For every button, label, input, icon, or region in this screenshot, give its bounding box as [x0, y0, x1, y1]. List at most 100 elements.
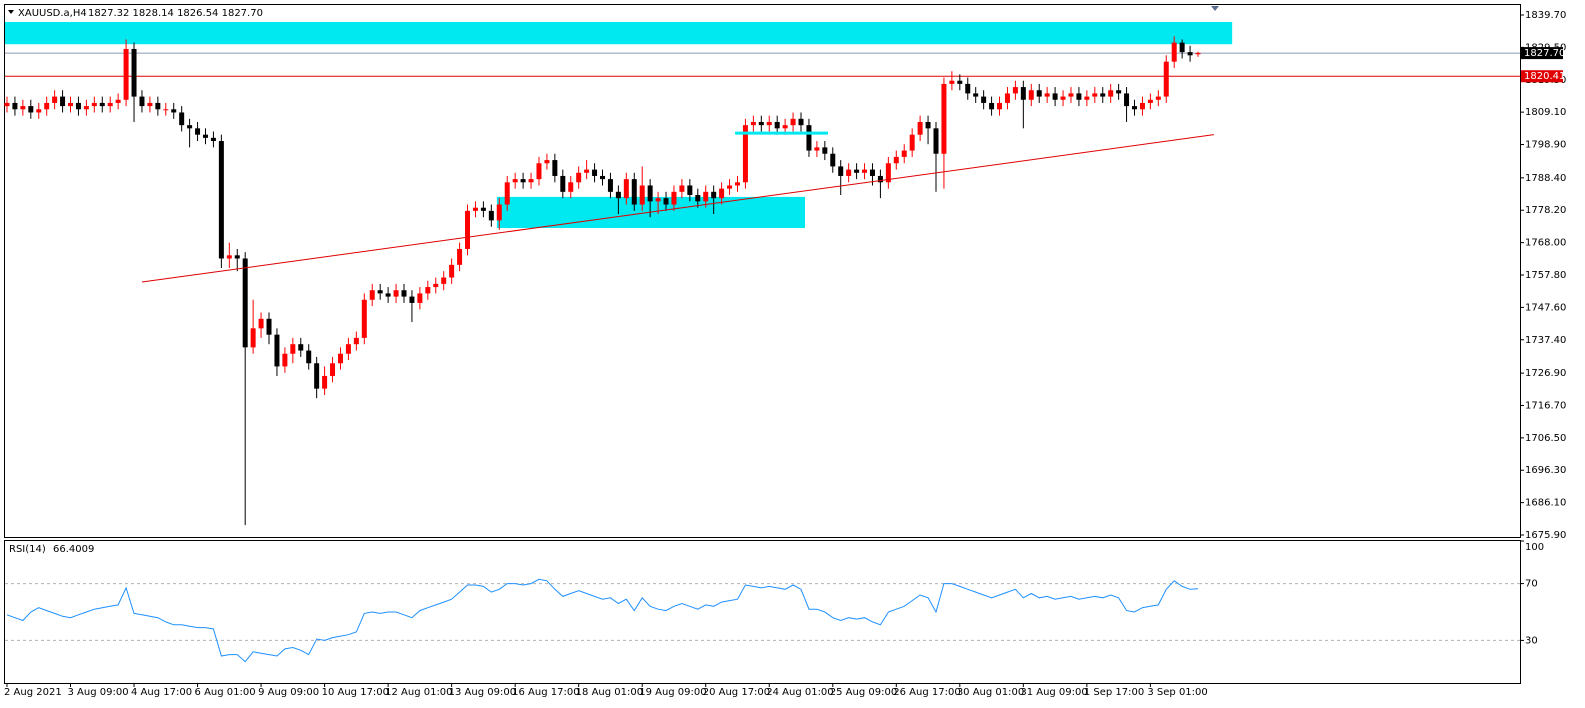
candle-body: [917, 121, 923, 135]
candle-body: [1187, 52, 1193, 56]
candle-body: [28, 106, 34, 113]
x-tick-label: 30 Aug 01:00: [957, 687, 1024, 698]
y-tick-label: 1757.80: [1525, 270, 1566, 281]
candle-body: [210, 137, 216, 142]
candle-body: [536, 163, 542, 180]
symbol: XAUUSD.a,H4: [18, 8, 87, 19]
candle-body: [774, 121, 780, 129]
candle-body: [1092, 93, 1098, 97]
candle-body: [512, 179, 518, 183]
candle-body: [1084, 96, 1090, 100]
candle-body: [12, 102, 18, 110]
x-tick-label: 19 Aug 09:00: [639, 687, 706, 698]
candle-body: [393, 290, 399, 297]
y-tick-label: 1675.90: [1525, 530, 1566, 541]
candle-body: [997, 102, 1003, 110]
y-tick-label: 1809.10: [1525, 107, 1566, 118]
candle-body: [195, 128, 201, 135]
candle-body: [814, 147, 820, 151]
candle-body: [989, 102, 995, 110]
candle-body: [488, 210, 494, 221]
candle-body: [115, 99, 121, 103]
candle-body: [1004, 93, 1010, 103]
candle-body: [981, 96, 987, 103]
candle-body: [734, 182, 740, 186]
candle-body: [560, 175, 566, 192]
y-tick-label: 1696.30: [1525, 465, 1566, 476]
candle-body: [504, 182, 510, 205]
price-badge-label: 1820.41: [1524, 71, 1565, 82]
candle-body: [528, 179, 534, 183]
candle-body: [472, 207, 478, 211]
candle-body: [409, 296, 415, 303]
candle-body: [854, 169, 860, 173]
candle-body: [465, 210, 471, 249]
candle-body: [242, 258, 248, 348]
x-tick-label: 13 Aug 09:00: [449, 687, 516, 698]
candle-body: [584, 169, 590, 173]
candle-body: [679, 185, 685, 192]
candle-body: [1195, 53, 1201, 55]
candle-body: [600, 175, 606, 180]
candle-body: [36, 109, 42, 113]
rsi-line: [6, 578, 1199, 663]
candle-body: [1132, 106, 1138, 110]
rsi-tick-label: 100: [1525, 542, 1544, 553]
candle-body: [885, 163, 891, 183]
candle-body: [1108, 90, 1114, 97]
candle-body: [417, 293, 423, 303]
candle-body: [576, 172, 582, 183]
candle-body: [306, 350, 312, 364]
candle-body: [163, 109, 169, 111]
y-tick-label: 1716.70: [1525, 400, 1566, 411]
candle-body: [314, 363, 320, 389]
candle-body: [893, 156, 899, 164]
candle-body: [480, 207, 486, 211]
candle-body: [695, 195, 701, 202]
candle-body: [655, 198, 661, 202]
y-tick-label: 1706.50: [1525, 433, 1566, 444]
candle-body: [877, 175, 883, 183]
candle-body: [282, 353, 288, 367]
candle-body: [345, 344, 351, 354]
x-tick-label: 20 Aug 17:00: [703, 687, 770, 698]
candle-body: [234, 255, 240, 259]
candle-body: [187, 125, 193, 129]
y-tick-label: 1788.40: [1525, 173, 1566, 184]
candle-body: [496, 204, 502, 221]
candle-body: [766, 121, 772, 126]
candle-body: [266, 318, 272, 335]
candle-body: [647, 185, 653, 202]
shift-marker: [1211, 6, 1219, 11]
candle-body: [949, 80, 955, 84]
candle-body: [401, 290, 407, 297]
y-tick-label: 1686.10: [1525, 498, 1566, 509]
candle-body: [862, 169, 868, 173]
candle-body: [83, 106, 89, 110]
candle-body: [742, 125, 748, 183]
rsi-tick-label: 30: [1525, 635, 1538, 646]
candle-body: [758, 121, 764, 126]
y-tick-label: 1798.90: [1525, 140, 1566, 151]
plot: 1839.701829.501819.301809.101798.901788.…: [4, 10, 1566, 698]
candle-body: [568, 182, 574, 192]
candle-body: [385, 293, 391, 297]
candle-body: [68, 102, 74, 107]
candle-body: [973, 93, 979, 97]
price-badge-label: 1827.70: [1524, 48, 1565, 59]
candle-body: [171, 109, 177, 113]
candle-body: [663, 198, 669, 205]
candle-body: [1020, 87, 1026, 100]
candle-body: [639, 185, 645, 205]
candle-body: [1179, 42, 1185, 53]
candle-body: [869, 169, 875, 176]
candle-body: [1171, 42, 1177, 62]
candle-body: [1139, 102, 1145, 110]
candle-body: [727, 185, 733, 189]
candle-body: [941, 83, 947, 154]
rsi-tick-label: 70: [1525, 579, 1538, 590]
candle-body: [202, 134, 208, 138]
candle-body: [615, 191, 621, 199]
candle-body: [250, 328, 256, 348]
